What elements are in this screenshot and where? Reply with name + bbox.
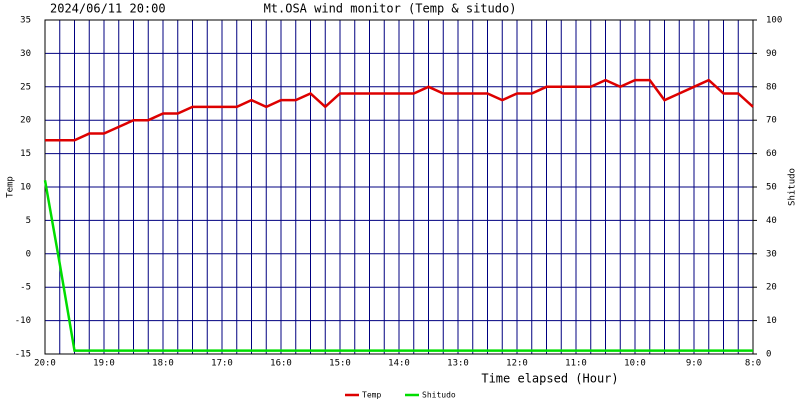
x-tick-label: 19:0: [93, 359, 115, 369]
y-tick-label: -10: [15, 316, 31, 326]
y-tick-label: 5: [26, 216, 31, 226]
chart-title: Mt.OSA wind monitor (Temp & situdo): [264, 2, 517, 16]
x-tick-label: 14:0: [388, 359, 410, 369]
x-tick-label: 15:0: [329, 359, 351, 369]
y2-tick-label: 30: [766, 249, 777, 259]
x-tick-label: 17:0: [211, 359, 233, 369]
x-tick-label: 16:0: [270, 359, 292, 369]
legend-label: Temp: [362, 391, 381, 400]
chart-subtitle: 2024/06/11 20:00: [50, 2, 166, 16]
y2-tick-label: 70: [766, 116, 777, 126]
y2-tick-label: 10: [766, 316, 777, 326]
y-axis-label: Temp: [6, 176, 16, 198]
y-tick-label: 30: [20, 49, 31, 59]
y2-axis-label: Shitudo: [788, 168, 798, 206]
x-tick-label: 20:0: [34, 359, 56, 369]
y-tick-label: 15: [20, 149, 31, 159]
y2-tick-label: 20: [766, 283, 777, 293]
y-tick-label: 25: [20, 82, 31, 92]
y2-tick-label: 100: [766, 16, 782, 26]
y-tick-label: 35: [20, 16, 31, 26]
y-tick-label: 10: [20, 183, 31, 193]
y-tick-label: -5: [20, 283, 31, 293]
x-tick-label: 11:0: [565, 359, 587, 369]
y2-tick-label: 90: [766, 49, 777, 59]
y2-tick-label: 60: [766, 149, 777, 159]
y2-tick-label: 50: [766, 183, 777, 193]
x-tick-label: 18:0: [152, 359, 174, 369]
legend-label: Shitudo: [422, 391, 456, 400]
x-tick-label: 9:0: [686, 359, 702, 369]
series-line: [45, 78, 754, 142]
x-tick-label: 10:0: [624, 359, 646, 369]
y2-tick-label: 80: [766, 82, 777, 92]
y2-tick-label: 0: [766, 350, 771, 360]
x-tick-label: 13:0: [447, 359, 469, 369]
y-tick-label: 0: [26, 249, 31, 259]
y-tick-label: 20: [20, 116, 31, 126]
series-line: [43, 180, 753, 352]
x-tick-label: 12:0: [506, 359, 528, 369]
x-axis-label: Time elapsed (Hour): [481, 372, 618, 386]
x-tick-label: 8:0: [745, 359, 761, 369]
y-tick-label: -15: [15, 350, 31, 360]
y2-tick-label: 40: [766, 216, 777, 226]
